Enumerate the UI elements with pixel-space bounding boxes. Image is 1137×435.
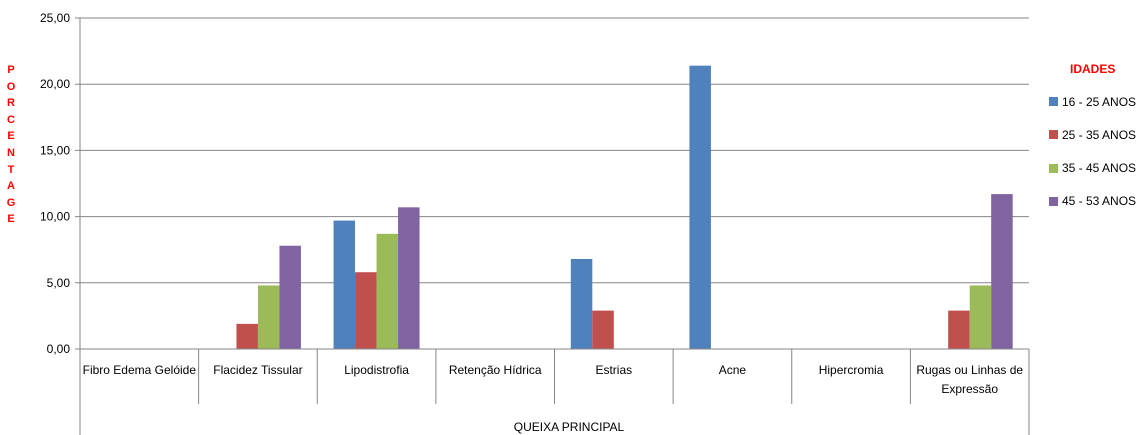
y-tick-labels: 0,00 5,00 10,00 15,00 20,00 25,00 [40,11,70,356]
y-axis-title-letter: G [6,196,16,209]
bar [376,233,399,349]
y-axis-title-letter: R [7,97,15,110]
y-axis-title-letter: C [7,113,15,126]
y-tick-label: 20,00 [40,77,70,91]
bar [689,65,711,349]
bar [355,272,377,349]
y-axis-title-letter: N [7,146,15,159]
y-axis-title-letter: A [7,180,15,193]
legend-swatch [1049,97,1058,106]
x-tick-label: Flacidez Tissular [213,363,302,377]
legend-label: 45 - 53 ANOS [1062,194,1137,209]
y-tick-label: 10,00 [40,210,70,224]
gridlines [75,17,1029,350]
axes [79,18,1030,435]
bars [236,65,1013,349]
legend-item: 45 - 53 ANOS [1049,194,1137,209]
x-tick-label: Fibro Edema Gelóide [83,363,196,377]
bar [969,285,992,349]
y-tick-label: 0,00 [47,342,71,356]
legend-item: 16 - 25 ANOS [1049,94,1137,109]
y-axis-title-letter: O [6,80,16,93]
legend-label: 35 - 45 ANOS [1062,161,1137,176]
x-tick-label: Acne [719,363,746,377]
legend-item: 35 - 45 ANOS [1049,161,1137,176]
bar [398,207,420,349]
bar [991,194,1013,349]
y-axis-title-letter: E [7,213,15,226]
bar [592,310,614,349]
bar [236,323,258,349]
bar [279,245,301,349]
bar [570,258,593,349]
x-tick-label: Lipodistrofia [344,363,409,377]
x-tick-label: Estrias [595,363,632,377]
x-tick-labels: Fibro Edema Gelóide Flacidez Tissular Lipo… [83,363,1023,396]
bar [257,285,280,349]
legend-title: IDADES [1070,62,1116,76]
legend-label: 25 - 35 ANOS [1062,127,1137,142]
legend-swatch [1049,196,1058,206]
legend-item: 25 - 35 ANOS [1049,127,1137,142]
y-axis-title-letter: E [7,130,15,143]
x-tick-label: Rugas ou Linhas de Expressão [916,363,1023,396]
legend-label: 16 - 25 ANOS [1062,94,1137,109]
x-tick-label: Hipercromia [819,363,884,377]
legend: IDADES 16 - 25 ANOS 25 - 35 ANOS 35 - 45 A… [1049,62,1137,227]
y-axis-title-letter: P [7,64,15,76]
x-tick-label: Retenção Hídrica [449,363,542,377]
y-tick-label: 15,00 [40,143,70,157]
legend-swatch [1049,130,1058,140]
y-tick-label: 25,00 [40,11,70,25]
y-axis-title-letter: T [7,163,15,176]
bar [333,220,356,349]
y-tick-label: 5,00 [47,276,71,290]
legend-swatch [1049,163,1058,173]
x-axis-title: QUEIXA PRINCIPAL [514,420,625,434]
bar [948,310,970,349]
